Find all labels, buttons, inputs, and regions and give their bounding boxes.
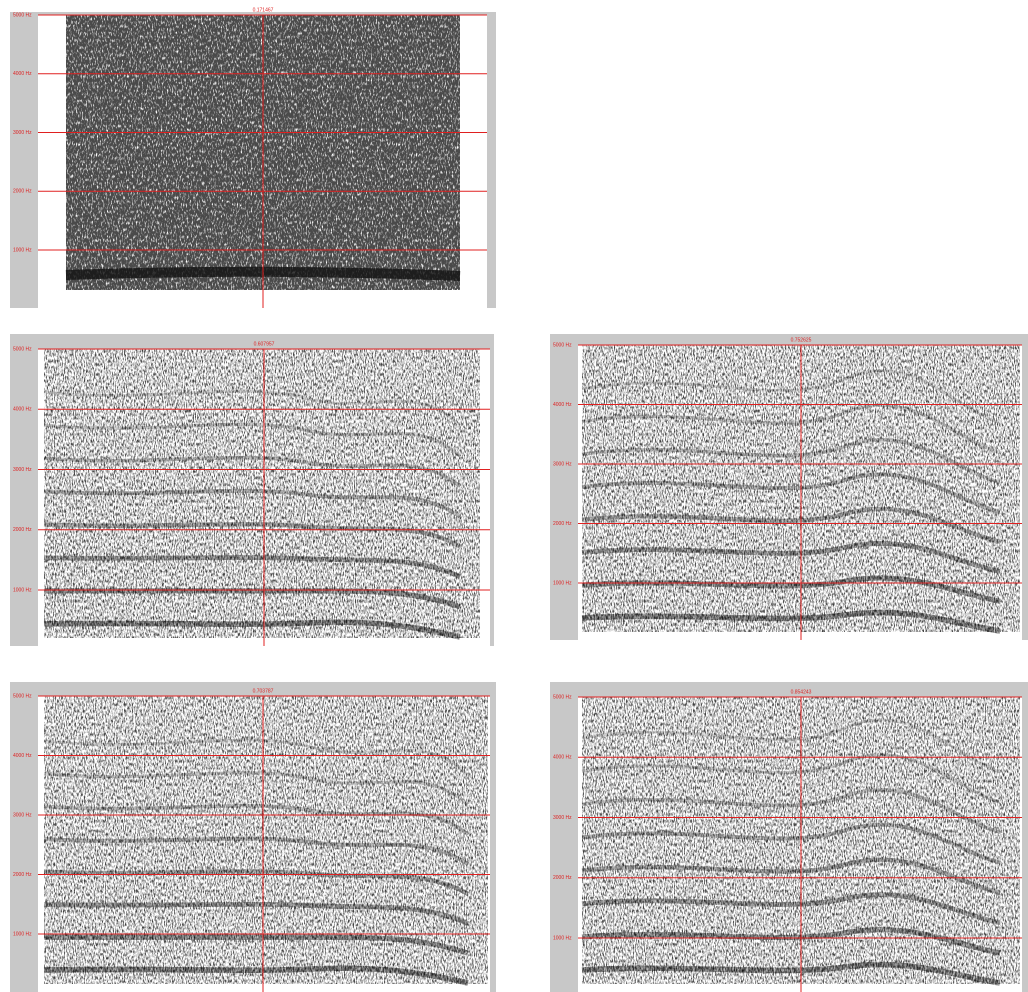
frequency-label: 5000 Hz bbox=[13, 12, 32, 18]
spectrogram-window: 5000 Hz 4000 Hz 3000 Hz 2000 Hz 1000 Hz 0.703… bbox=[10, 682, 496, 992]
frequency-label: 5000 Hz bbox=[13, 346, 32, 352]
frequency-label: 4000 Hz bbox=[553, 755, 572, 761]
spectrogram-window: 5000 Hz 4000 Hz 3000 Hz 2000 Hz 1000 Hz 0.607… bbox=[10, 334, 494, 646]
spectrogram-window: 5000 Hz 4000 Hz 3000 Hz 2000 Hz 1000 Hz 0.752… bbox=[550, 334, 1028, 640]
frequency-label: 3000 Hz bbox=[13, 130, 32, 136]
frequency-label: 3000 Hz bbox=[553, 815, 572, 821]
spectrogram-window: 5000 Hz 4000 Hz 3000 Hz 2000 Hz 1000 Hz 0.171… bbox=[10, 7, 496, 308]
frequency-label: 1000 Hz bbox=[13, 931, 32, 937]
cursor-time: 0.171467 bbox=[253, 7, 274, 13]
cursor-time: 0.607957 bbox=[254, 341, 275, 347]
screen: 5000 Hz 4000 Hz 3000 Hz 2000 Hz 1000 Hz 0.171… bbox=[0, 0, 1028, 992]
frequency-label: 4000 Hz bbox=[13, 407, 32, 413]
frequency-label: 5000 Hz bbox=[13, 693, 32, 699]
frequency-label: 4000 Hz bbox=[13, 753, 32, 759]
cursor-time: 0.752625 bbox=[791, 337, 812, 343]
frequency-label: 4000 Hz bbox=[553, 402, 572, 408]
spectrogram-window: 5000 Hz 4000 Hz 3000 Hz 2000 Hz 1000 Hz 0.854… bbox=[550, 682, 1028, 992]
cursor-time: 0.854243 bbox=[791, 689, 812, 695]
frequency-label: 2000 Hz bbox=[553, 875, 572, 881]
frequency-label: 1000 Hz bbox=[13, 587, 32, 593]
frequency-label: 2000 Hz bbox=[13, 527, 32, 533]
page: 5000 Hz 4000 Hz 3000 Hz 2000 Hz 1000 Hz 0.171… bbox=[0, 0, 1028, 992]
frequency-label: 2000 Hz bbox=[553, 521, 572, 527]
frequency-label: 5000 Hz bbox=[553, 694, 572, 700]
frequency-label: 3000 Hz bbox=[553, 461, 572, 467]
frequency-label: 1000 Hz bbox=[553, 580, 572, 586]
frequency-label: 4000 Hz bbox=[13, 71, 32, 77]
cursor-time: 0.703787 bbox=[253, 688, 274, 694]
frequency-label: 2000 Hz bbox=[13, 872, 32, 878]
frequency-label: 3000 Hz bbox=[13, 812, 32, 818]
frequency-label: 2000 Hz bbox=[13, 189, 32, 195]
frequency-label: 5000 Hz bbox=[553, 342, 572, 348]
frequency-label: 3000 Hz bbox=[13, 467, 32, 473]
frequency-label: 1000 Hz bbox=[13, 247, 32, 253]
frequency-label: 1000 Hz bbox=[553, 935, 572, 941]
